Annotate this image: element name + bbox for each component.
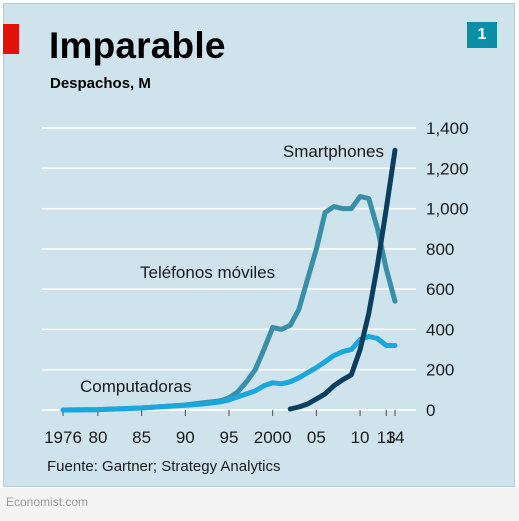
x-tick-label: 90 [176, 428, 195, 447]
x-tick-label: 14 [386, 428, 405, 447]
chart-title: Imparable [49, 25, 226, 66]
x-tick-label: 1976 [44, 428, 82, 447]
red-tab-marker [3, 24, 19, 54]
x-tick-label: 13 [377, 428, 396, 447]
x-tick-label: 10 [351, 428, 370, 447]
x-tick-label: 85 [132, 428, 151, 447]
series-label: Computadoras [80, 377, 192, 396]
y-tick-label: 0 [426, 401, 435, 420]
x-tick-label: 05 [307, 428, 326, 447]
series-labels: Teléfonos móviles Computadoras Smartphones [80, 142, 384, 396]
source-note: Fuente: Gartner; Strategy Analytics [47, 458, 281, 475]
grid-lines [42, 127, 416, 411]
y-tick-label: 400 [426, 320, 454, 339]
x-tick-label: 2000 [254, 428, 292, 447]
chart-panel [3, 3, 515, 487]
series-line-1 [60, 334, 398, 413]
series-lines [60, 147, 398, 413]
footer-bar [0, 488, 519, 521]
y-tick-label: 200 [426, 361, 454, 380]
y-tick-label: 1,400 [426, 119, 469, 138]
series-label: Smartphones [283, 142, 384, 161]
y-tick-label: 1,200 [426, 159, 469, 178]
x-tick-label: 95 [220, 428, 239, 447]
x-tick-label: 80 [88, 428, 107, 447]
series-label: Teléfonos móviles [140, 263, 275, 282]
y-tick-label: 800 [426, 240, 454, 259]
brand-watermark: Economist.com [6, 495, 89, 509]
y-tick-label: 600 [426, 280, 454, 299]
chart-number-badge: 1 [467, 22, 497, 48]
chart-subtitle: Despachos, M [50, 75, 151, 92]
y-tick-label: 1,000 [426, 200, 469, 219]
series-line-2 [287, 147, 398, 412]
y-axis-tick-labels: 0 200 400 600 800 1,000 1,200 1,400 [426, 119, 469, 420]
